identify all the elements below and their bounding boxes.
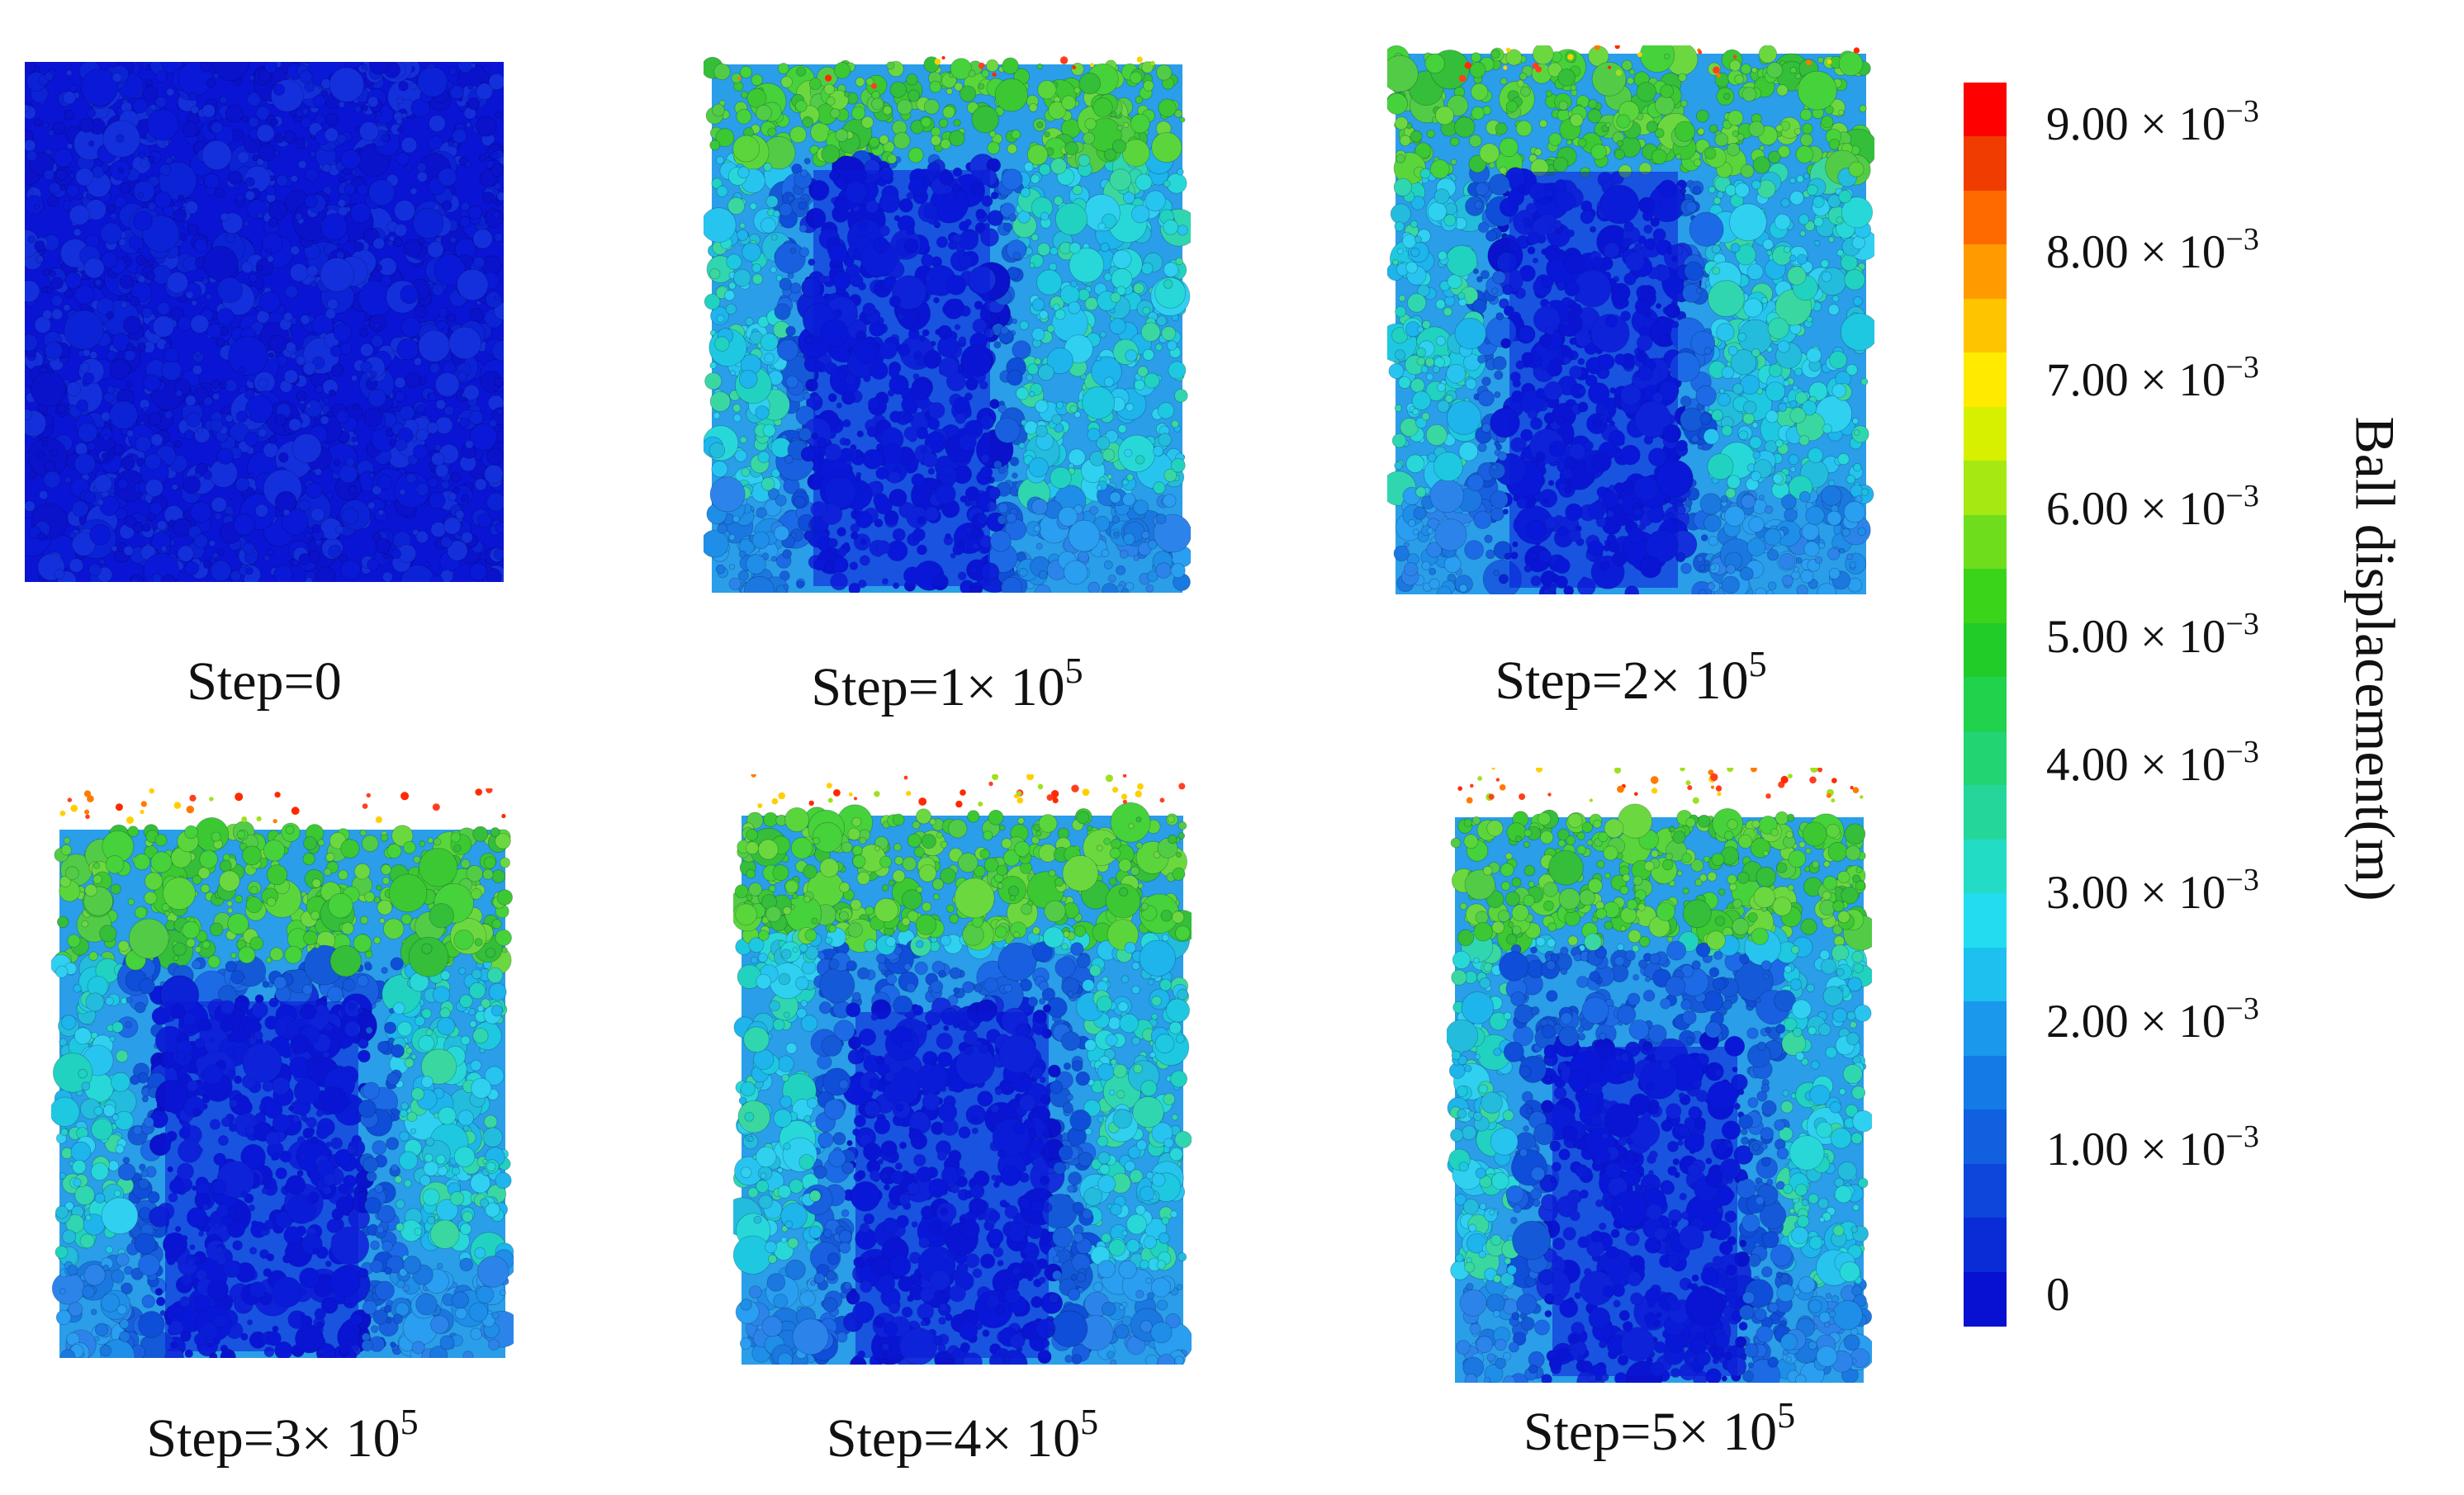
caption-exp: 5	[1064, 651, 1083, 691]
panel-step-1e5	[704, 56, 1191, 593]
caption-text: Step=1× 10	[811, 657, 1065, 717]
colorbar-band	[1964, 83, 2007, 138]
caption-text: Step=5× 10	[1523, 1402, 1778, 1462]
caption-text: Step=3× 10	[146, 1408, 400, 1469]
colorbar-tick: 9.00 × 10−3	[2046, 94, 2259, 150]
colorbar-tick: 2.00 × 10−3	[2046, 991, 2259, 1048]
colorbar-band	[1964, 731, 2007, 787]
particle-plot	[25, 62, 504, 582]
colorbar-tick: 7.00 × 10−3	[2046, 350, 2259, 406]
caption-step-1e5: Step=1× 105	[704, 653, 1191, 719]
colorbar-band	[1964, 1271, 2007, 1327]
colorbar-band	[1964, 298, 2007, 354]
panel-step-4e5	[733, 774, 1192, 1365]
colorbar-tick: 4.00 × 10−3	[2046, 735, 2259, 791]
colorbar	[1964, 83, 2007, 1327]
caption-exp: 5	[1748, 644, 1767, 684]
colorbar-band	[1964, 1001, 2007, 1057]
caption-text: Step=0	[187, 651, 342, 712]
panel-step-5e5	[1447, 768, 1872, 1383]
caption-text: Step=2× 10	[1495, 651, 1749, 711]
particle-plot	[733, 774, 1192, 1365]
colorbar-band	[1964, 893, 2007, 949]
colorbar-title: Ball displacement(m)	[2343, 416, 2407, 901]
particle-plot	[704, 56, 1191, 593]
caption-text: Step=4× 10	[826, 1408, 1081, 1469]
panel-step-2e5	[1387, 45, 1874, 594]
colorbar-band	[1964, 1218, 2007, 1273]
colorbar-tick: 6.00 × 10−3	[2046, 479, 2259, 535]
caption-step-4e5: Step=4× 105	[733, 1404, 1192, 1470]
colorbar-band	[1964, 352, 2007, 408]
panel-step-3e5	[51, 788, 514, 1358]
colorbar-tick: 1.00 × 10−3	[2046, 1119, 2259, 1176]
colorbar-band	[1964, 1163, 2007, 1219]
particle-plot	[1387, 45, 1874, 594]
caption-step-2e5: Step=2× 105	[1387, 646, 1874, 712]
particle-plot	[51, 788, 514, 1358]
colorbar-band	[1964, 1055, 2007, 1111]
colorbar-band	[1964, 461, 2007, 516]
colorbar-band	[1964, 947, 2007, 1003]
colorbar-band	[1964, 190, 2007, 246]
caption-step-3e5: Step=3× 105	[51, 1404, 514, 1470]
colorbar-band	[1964, 514, 2007, 570]
colorbar-tick: 3.00 × 10−3	[2046, 863, 2259, 919]
colorbar-band	[1964, 785, 2007, 840]
colorbar-band	[1964, 244, 2007, 300]
caption-exp: 5	[1080, 1402, 1099, 1442]
colorbar-band	[1964, 136, 2007, 192]
caption-exp: 5	[400, 1402, 419, 1442]
colorbar-band	[1964, 1109, 2007, 1165]
caption-step-0: Step=0	[25, 651, 504, 713]
caption-step-5e5: Step=5× 105	[1447, 1398, 1872, 1464]
caption-exp: 5	[1777, 1395, 1796, 1436]
colorbar-band	[1964, 839, 2007, 895]
colorbar-band	[1964, 622, 2007, 679]
particle-plot	[1447, 768, 1872, 1383]
colorbar-tick: 0	[2046, 1269, 2070, 1321]
colorbar-tick: 5.00 × 10−3	[2046, 607, 2259, 663]
colorbar-band	[1964, 569, 2007, 624]
colorbar-band	[1964, 406, 2007, 462]
panel-step-0	[25, 62, 504, 582]
colorbar-band	[1964, 677, 2007, 732]
colorbar-tick: 8.00 × 10−3	[2046, 222, 2259, 278]
